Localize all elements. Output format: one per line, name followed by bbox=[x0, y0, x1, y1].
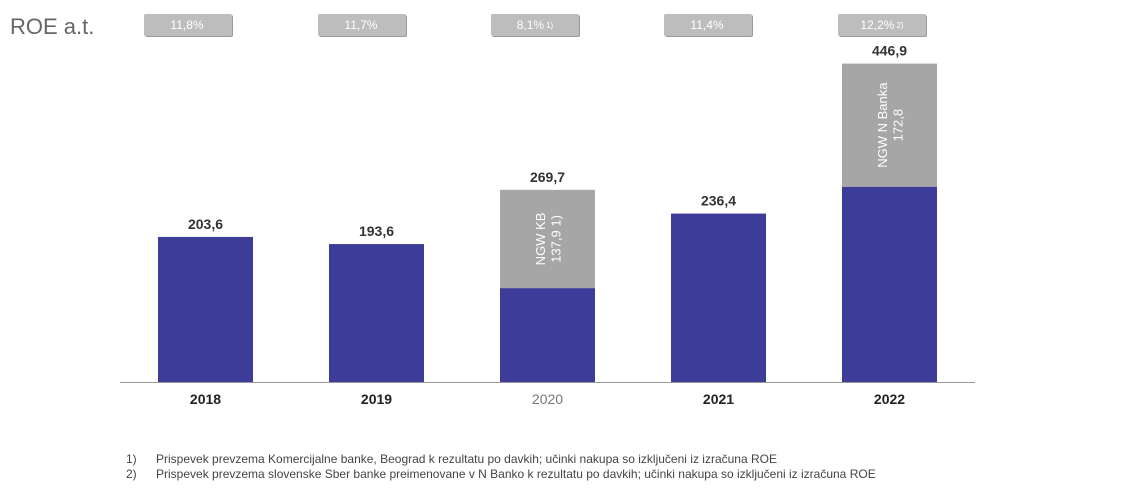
bar-primary-2018 bbox=[158, 236, 253, 382]
roe-badge-2019: 11,7% bbox=[318, 14, 406, 36]
roe-value: 11,7% bbox=[344, 18, 378, 32]
roe-value: 8,1% bbox=[516, 18, 545, 32]
roe-badge-2021: 11,4% bbox=[664, 14, 752, 36]
bar-chart: 203,6 2018 193,6 2019 269,7 2020 236,4 2021 446,… bbox=[120, 43, 975, 407]
roe-badge-2020: 8,1% 1) bbox=[491, 14, 579, 36]
footnote-text: Prispevek prevzema Komercijalne banke, B… bbox=[156, 452, 777, 466]
x-tick-label: 2018 bbox=[190, 391, 221, 407]
footnote-1: 1) Prispevek prevzema Komercijalne banke… bbox=[126, 452, 876, 467]
total-label-2022: 446,9 bbox=[872, 43, 907, 59]
roe-value: 11,8% bbox=[170, 18, 204, 32]
x-tick-label: 2019 bbox=[361, 391, 392, 407]
bar-primary-2021 bbox=[671, 213, 766, 382]
roe-value: 12,2% bbox=[860, 18, 895, 32]
x-tick-label: 2022 bbox=[874, 391, 905, 407]
footnotes: 1) Prispevek prevzema Komercijalne banke… bbox=[126, 452, 876, 482]
bar-primary-2022 bbox=[842, 186, 937, 382]
roe-badge-2018: 11,8% bbox=[144, 14, 232, 36]
bar-acquisition-2022 bbox=[842, 63, 937, 187]
roe-label: ROE a.t. bbox=[10, 14, 95, 39]
total-label-2021: 236,4 bbox=[701, 193, 736, 209]
bar-primary-2020 bbox=[500, 288, 595, 382]
footnote-number: 1) bbox=[126, 452, 137, 466]
x-tick-label: 2020 bbox=[532, 391, 563, 407]
footnote-text: Prispevek prevzema slovenske Sber banke … bbox=[156, 467, 876, 481]
x-tick-label: 2021 bbox=[703, 391, 734, 407]
bar-acquisition-2020 bbox=[500, 189, 595, 289]
total-label-2018: 203,6 bbox=[188, 216, 223, 232]
roe-note: 2) bbox=[896, 20, 904, 30]
total-label-2019: 193,6 bbox=[359, 223, 394, 239]
total-label-2020: 269,7 bbox=[530, 169, 565, 185]
roe-badge-2022: 12,2% 2) bbox=[838, 14, 926, 36]
roe-note: 1) bbox=[546, 20, 554, 30]
footnote-number: 2) bbox=[126, 467, 137, 481]
bar-primary-2019 bbox=[329, 244, 424, 382]
segment-label-2022: NGW N Banka172,8 bbox=[875, 82, 906, 168]
segment-label-2020: NGW KB137,9 1) bbox=[533, 213, 564, 266]
roe-value: 11,4% bbox=[690, 18, 724, 32]
footnote-2: 2) Prispevek prevzema slovenske Sber ban… bbox=[126, 467, 876, 482]
